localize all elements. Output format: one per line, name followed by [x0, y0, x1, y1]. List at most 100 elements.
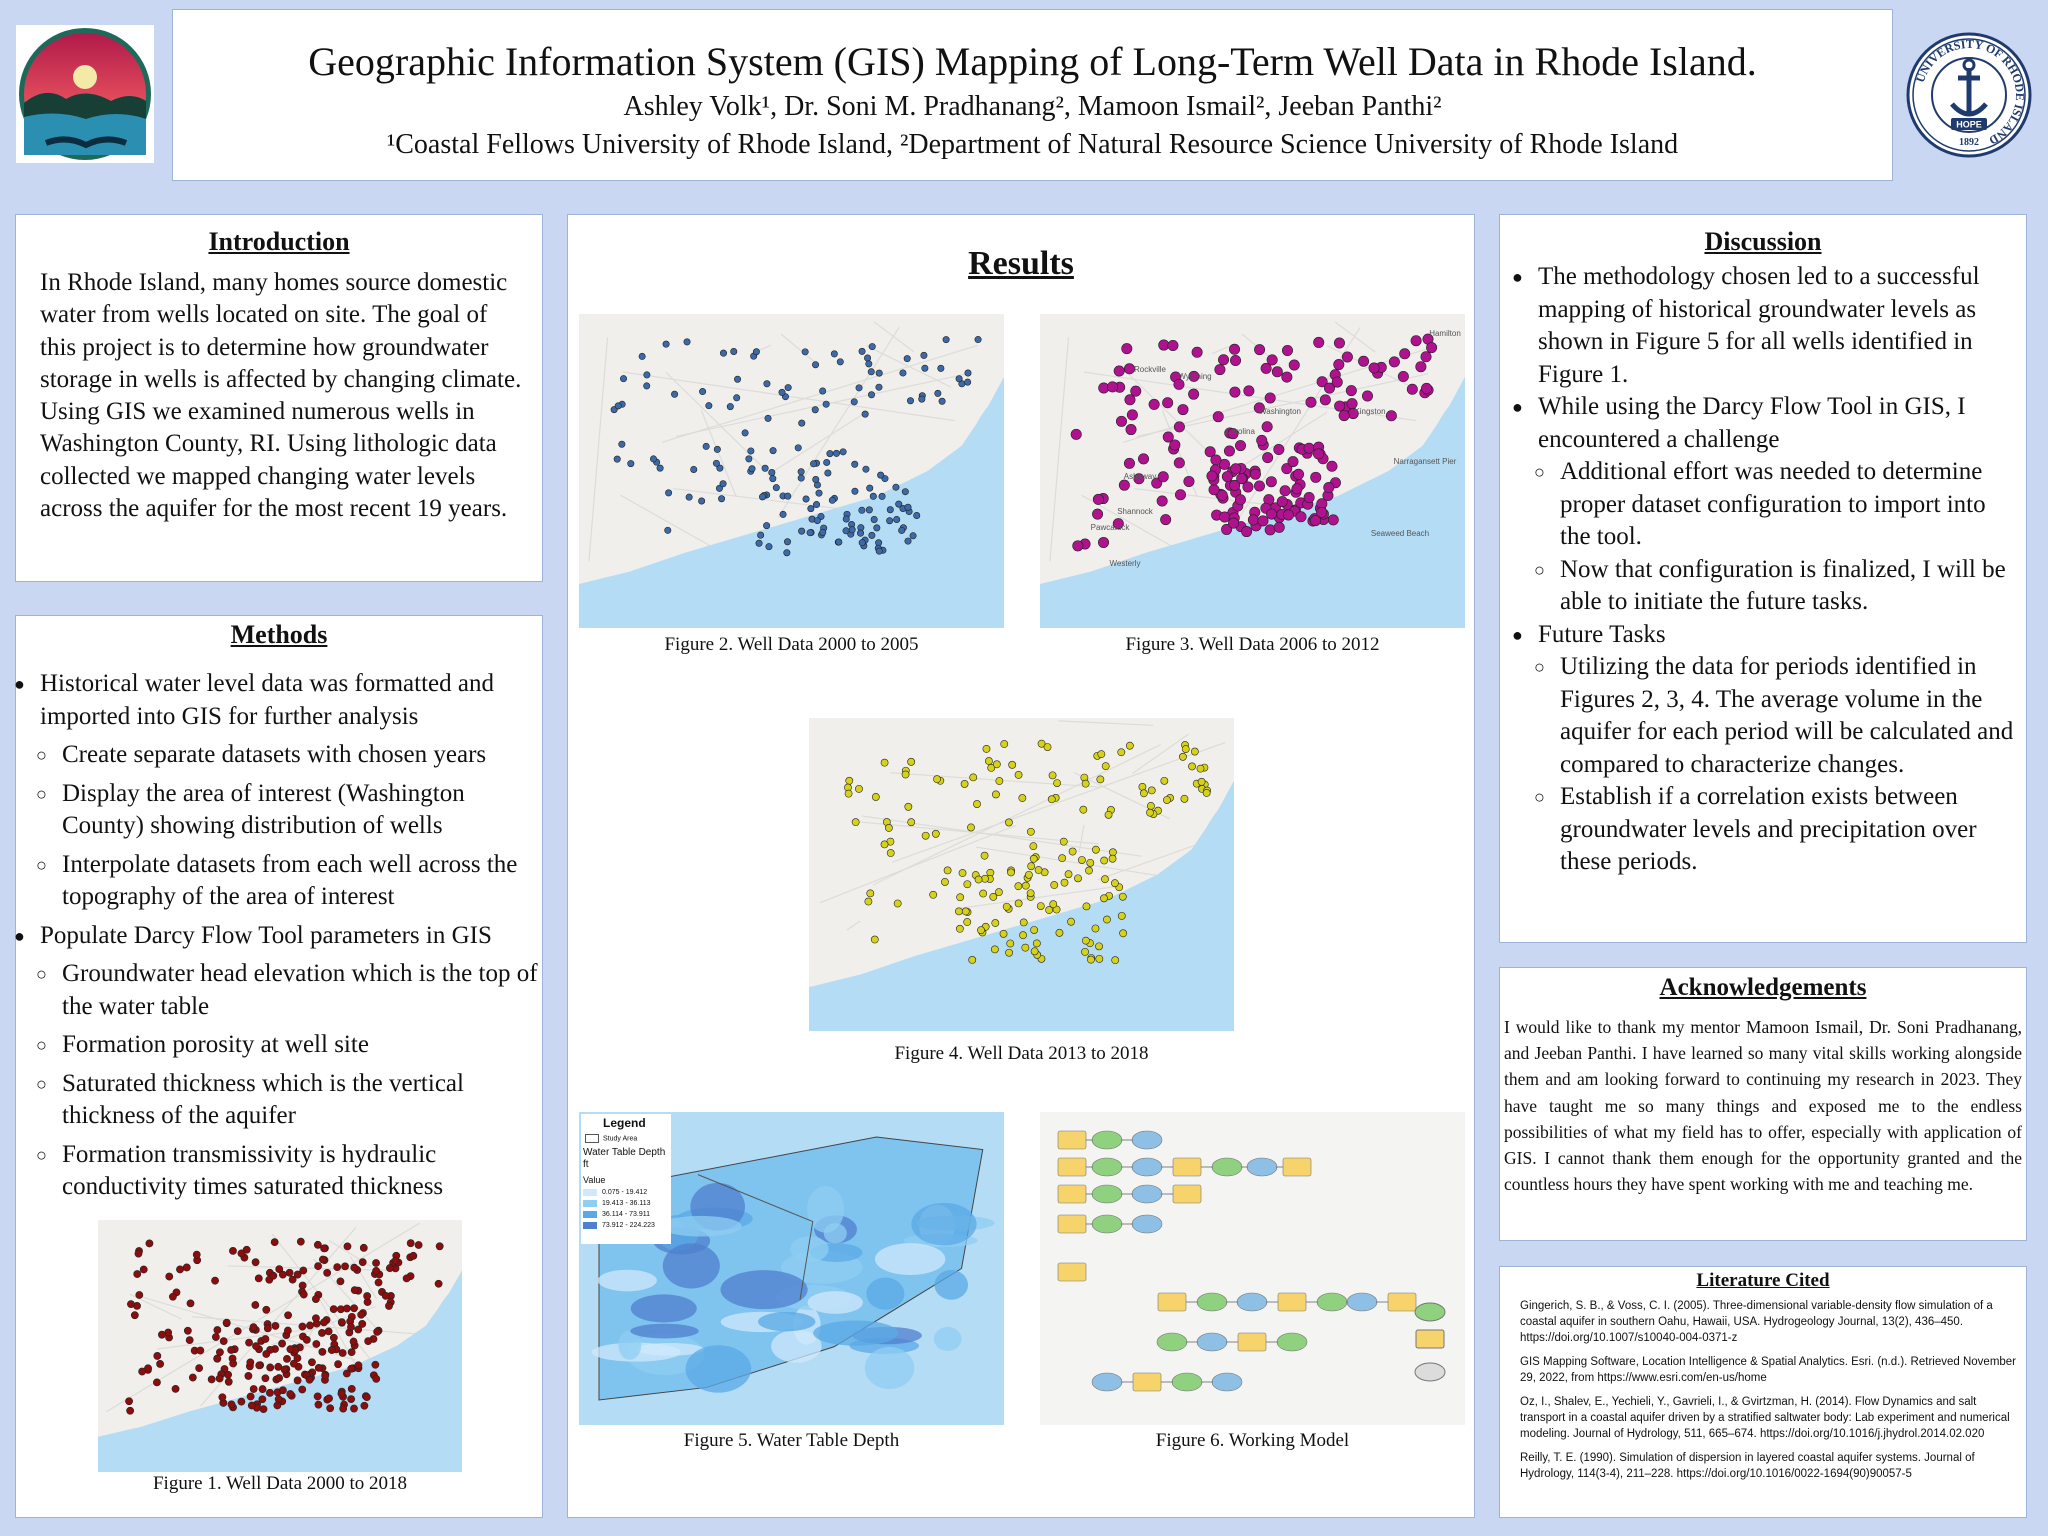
- well-point: [1305, 396, 1317, 408]
- well-point: [138, 1367, 147, 1376]
- well-point: [1092, 508, 1104, 520]
- well-point: [364, 1337, 373, 1346]
- well-point: [1029, 854, 1038, 863]
- well-point: [1420, 351, 1432, 363]
- well-point: [1264, 392, 1276, 404]
- legend-title: Legend: [603, 1116, 646, 1130]
- well-point: [1118, 892, 1127, 901]
- well-point: [318, 1347, 327, 1356]
- well-point: [836, 358, 844, 366]
- well-point: [1333, 359, 1345, 371]
- well-point: [1197, 777, 1206, 786]
- legend-swatch: [583, 1221, 597, 1229]
- well-point: [835, 538, 843, 546]
- well-point: [130, 1311, 139, 1320]
- well-point: [747, 447, 755, 455]
- well-point: [858, 539, 866, 547]
- well-point: [1262, 452, 1274, 464]
- legend-range-item: 19.413 - 36.113: [583, 1198, 671, 1209]
- well-point: [1067, 917, 1075, 926]
- well-point: [258, 1385, 267, 1393]
- well-point: [1086, 858, 1095, 867]
- well-point: [1241, 526, 1253, 538]
- well-point: [1406, 383, 1418, 395]
- well-point: [769, 475, 777, 483]
- study-area-swatch: [585, 1134, 599, 1143]
- uri-seal-logo: UNIVERSITY OF RHODE ISLAND HOPE 1892: [1906, 32, 2032, 158]
- well-point: [886, 506, 894, 514]
- well-point: [255, 1361, 264, 1370]
- well-point: [1019, 931, 1027, 940]
- well-point: [990, 945, 999, 954]
- well-point: [758, 493, 766, 501]
- well-point: [293, 1270, 302, 1279]
- well-point: [763, 522, 771, 530]
- literature-list: Gingerich, S. B., & Voss, C. I. (2005). …: [1520, 1298, 2018, 1482]
- well-point: [815, 489, 823, 497]
- well-point: [188, 1373, 197, 1382]
- well-point: [784, 492, 792, 500]
- well-point: [875, 383, 883, 391]
- well-point: [249, 1323, 258, 1332]
- well-point: [1327, 514, 1339, 526]
- well-point: [851, 818, 860, 827]
- well-point: [227, 1400, 236, 1409]
- well-point: [870, 935, 879, 944]
- well-point: [1282, 509, 1294, 521]
- well-point: [211, 1333, 220, 1341]
- well-point: [338, 1349, 347, 1357]
- well-point: [1256, 434, 1268, 446]
- well-point: [1138, 453, 1150, 465]
- well-point: [1091, 845, 1100, 854]
- well-point: [334, 1360, 342, 1369]
- well-point: [1229, 479, 1241, 491]
- well-point: [934, 389, 942, 397]
- well-point: [768, 469, 776, 477]
- well-point: [807, 505, 815, 513]
- well-point: [320, 1318, 328, 1327]
- well-point: [904, 503, 912, 511]
- well-point: [769, 447, 777, 455]
- well-point: [1050, 881, 1059, 889]
- well-point: [246, 1358, 255, 1367]
- well-point: [1163, 796, 1171, 804]
- well-point: [342, 1369, 351, 1378]
- map-place-label: Kingston: [1354, 407, 1385, 416]
- well-point: [196, 1346, 205, 1355]
- well-point: [798, 419, 806, 427]
- well-point: [1334, 400, 1346, 412]
- well-point: [126, 1406, 135, 1415]
- well-point: [249, 1385, 258, 1393]
- well-point: [1319, 394, 1331, 406]
- map-place-label: Ashaway: [1124, 472, 1156, 481]
- well-point: [360, 1401, 369, 1410]
- well-point: [183, 1326, 192, 1335]
- well-point: [618, 440, 626, 448]
- well-point: [1091, 924, 1100, 933]
- well-point: [1214, 364, 1226, 376]
- well-point: [855, 784, 863, 793]
- well-point: [1188, 370, 1200, 382]
- well-point: [906, 397, 914, 405]
- well-point: [864, 354, 872, 362]
- well-point: [314, 1363, 323, 1372]
- well-point: [286, 1345, 295, 1354]
- well-point: [1106, 381, 1118, 393]
- svg-text:HOPE: HOPE: [1956, 120, 1982, 130]
- well-point: [938, 397, 946, 405]
- well-point: [293, 1354, 302, 1363]
- map-place-label: Carolina: [1225, 427, 1255, 436]
- well-point: [359, 1243, 368, 1252]
- well-point: [1316, 376, 1328, 388]
- well-point: [643, 382, 651, 390]
- well-point: [733, 394, 741, 402]
- well-point: [409, 1251, 418, 1260]
- well-point: [320, 1244, 329, 1253]
- well-point: [1000, 740, 1009, 748]
- well-point: [251, 1301, 260, 1309]
- well-point: [1156, 495, 1168, 507]
- well-point: [213, 1326, 222, 1334]
- well-point: [224, 1377, 233, 1386]
- well-point: [283, 1326, 292, 1335]
- methods-panel: Methods Historical water level data was …: [14, 615, 543, 1518]
